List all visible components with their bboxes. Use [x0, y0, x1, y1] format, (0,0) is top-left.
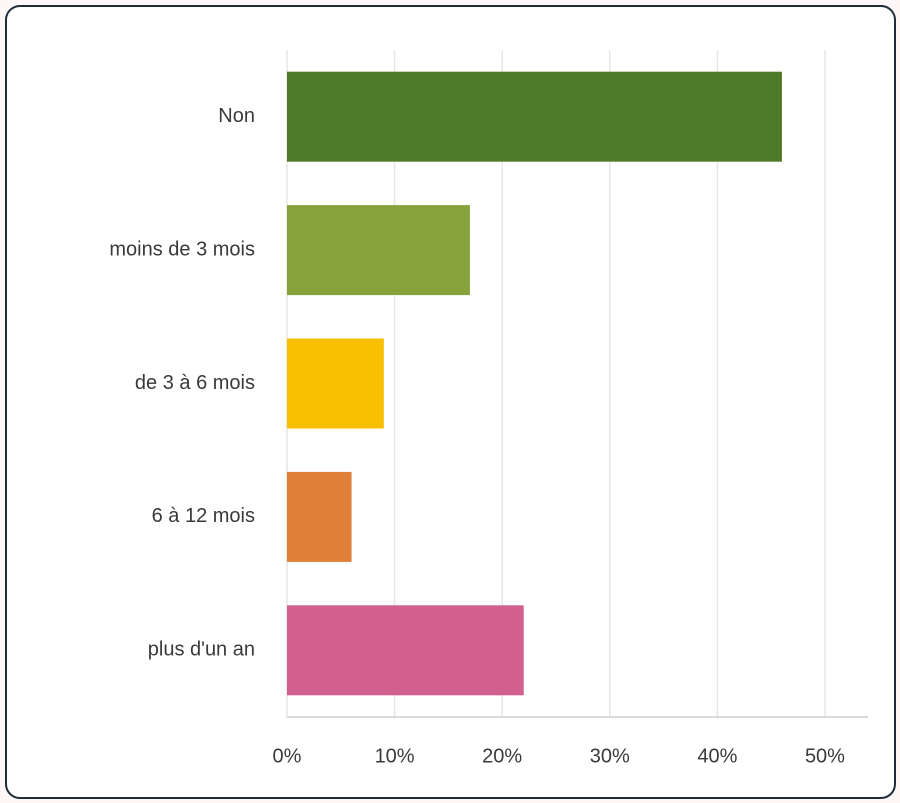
bar	[287, 71, 782, 162]
bar	[287, 471, 352, 562]
card	[5, 5, 896, 799]
y-tick-label: Non	[218, 105, 255, 127]
bar	[287, 338, 384, 429]
x-tick-label: 30%	[590, 745, 630, 767]
y-tick-label: 6 à 12 mois	[152, 505, 255, 527]
x-tick-label: 20%	[482, 745, 522, 767]
x-tick-label: 40%	[697, 745, 737, 767]
bar	[287, 605, 524, 696]
y-tick-label: moins de 3 mois	[109, 238, 255, 260]
x-tick-label: 0%	[273, 745, 302, 767]
bar	[287, 205, 470, 296]
y-tick-label: de 3 à 6 mois	[135, 372, 255, 394]
x-tick-label: 50%	[805, 745, 845, 767]
x-tick-label: 10%	[375, 745, 415, 767]
y-tick-label: plus d'un an	[148, 639, 255, 661]
